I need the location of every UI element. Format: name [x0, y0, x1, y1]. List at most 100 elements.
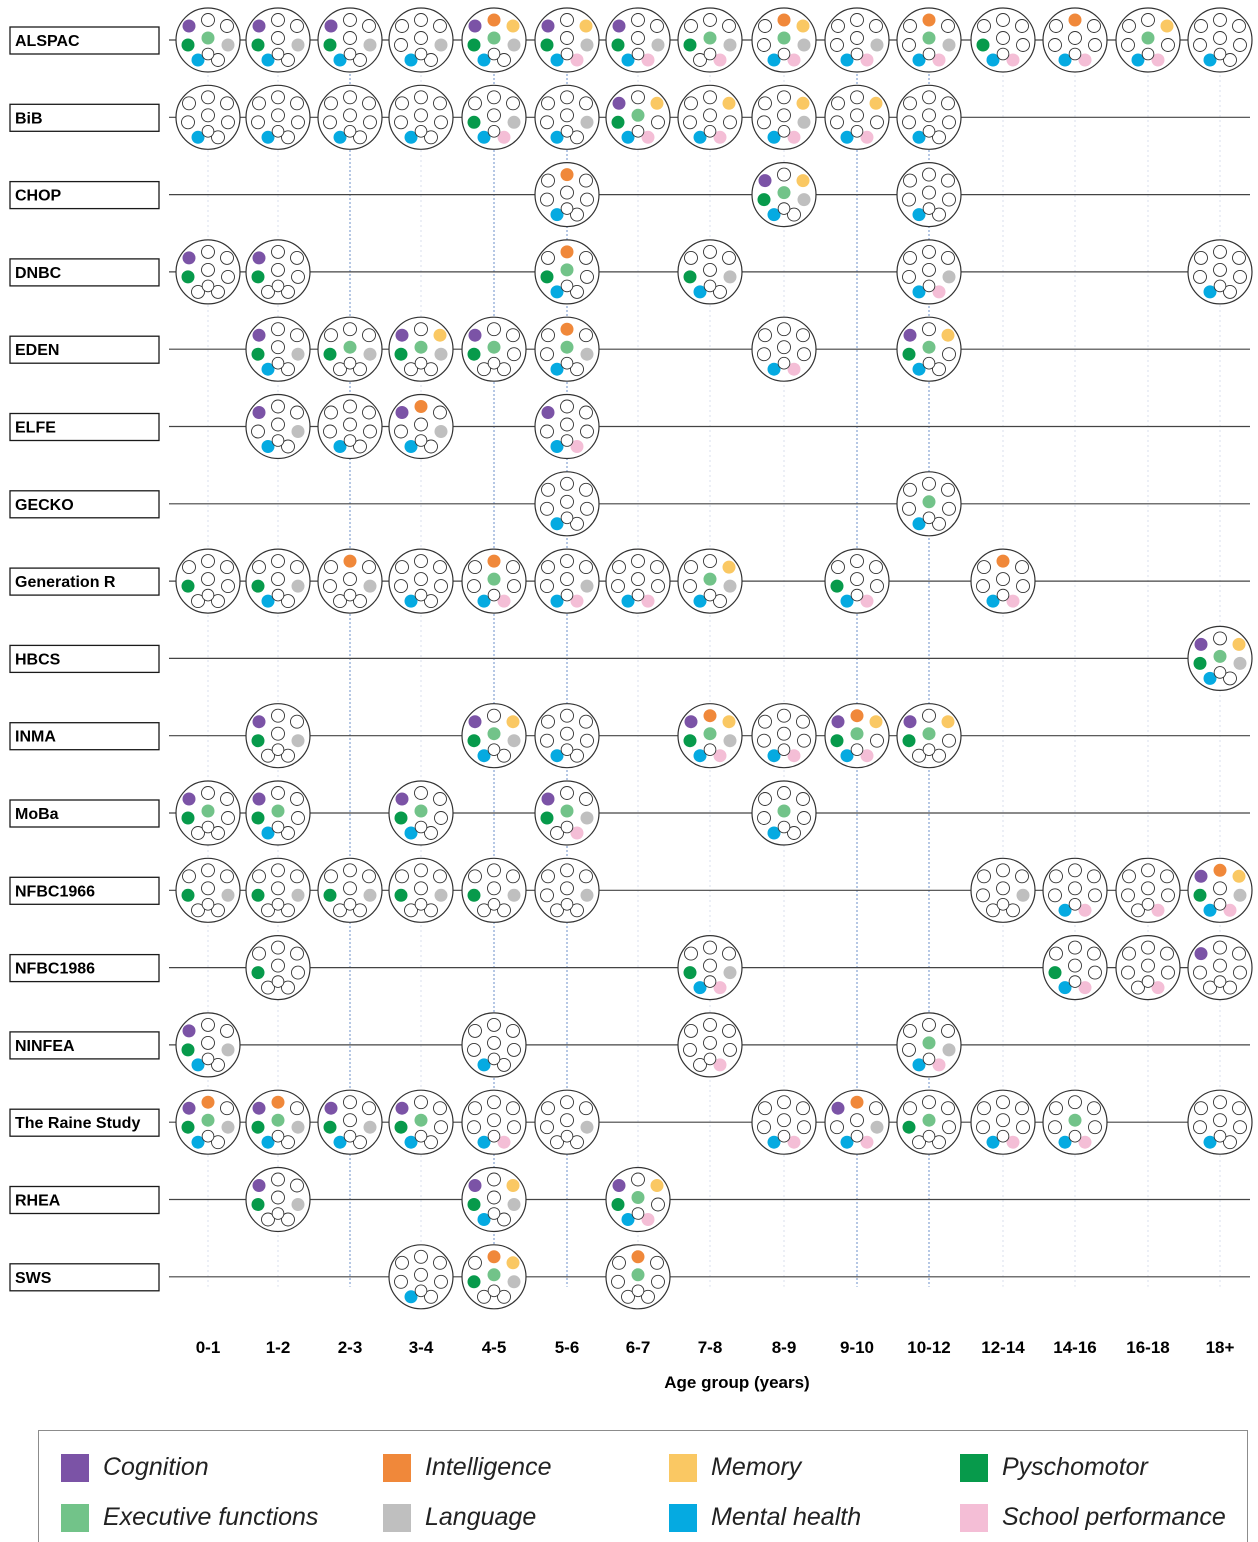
empty-dot-sch	[932, 207, 946, 222]
empty-dot-sch	[353, 130, 367, 145]
assessment-node	[175, 1012, 241, 1078]
legend-item-psy: Pyschomotor	[960, 1453, 1148, 1482]
empty-dot-center	[560, 743, 574, 757]
empty-dot-cog	[252, 560, 266, 575]
empty-dot-lan	[723, 115, 737, 130]
empty-dot-lan	[942, 501, 956, 516]
domain-dot-mem	[1232, 637, 1246, 651]
empty-dot-mem	[1015, 869, 1029, 884]
domain-dot-exe	[201, 804, 215, 818]
empty-dot-cog	[758, 714, 772, 729]
empty-dot-int	[414, 1095, 428, 1110]
assessment-node	[534, 548, 600, 614]
empty-dot-cog	[1122, 869, 1136, 884]
domain-dot-lan	[723, 38, 737, 52]
assessment-node	[605, 7, 671, 73]
empty-dot-center	[343, 898, 357, 911]
empty-dot-exe	[1213, 958, 1227, 973]
domain-dot-men	[1058, 981, 1072, 995]
domain-dot-exe	[777, 804, 791, 818]
empty-dot-sch	[932, 1135, 946, 1150]
domain-dot-lan	[221, 888, 235, 902]
domain-dot-lan	[434, 888, 448, 902]
empty-dot-center	[343, 47, 357, 61]
assessment-node	[245, 239, 311, 305]
empty-dot-mem	[650, 19, 664, 33]
empty-dot-men	[693, 53, 707, 67]
empty-dot-cog	[324, 328, 338, 343]
empty-dot-lan	[797, 811, 811, 825]
assessment-node	[245, 857, 311, 923]
empty-dot-mem	[1015, 1101, 1029, 1116]
empty-dot-psy	[902, 38, 916, 52]
empty-dot-mem	[579, 328, 593, 343]
empty-dot-mem	[290, 19, 304, 33]
cohort-label-box	[9, 567, 160, 596]
cohort-label: ELFE	[15, 420, 56, 437]
domain-dot-sch	[497, 1135, 511, 1149]
assessment-node	[1042, 857, 1108, 923]
assessment-node	[896, 84, 962, 150]
empty-dot-center	[487, 743, 501, 757]
assessment-node	[896, 471, 962, 537]
empty-dot-mem	[362, 869, 376, 884]
empty-dot-int	[777, 322, 791, 337]
empty-dot-cog	[395, 19, 409, 33]
domain-dot-psy	[683, 734, 697, 748]
empty-dot-int	[487, 1017, 501, 1032]
empty-dot-sch	[1223, 53, 1237, 67]
domain-dot-men	[333, 130, 347, 144]
empty-dot-sch	[497, 1289, 511, 1304]
empty-dot-mem	[290, 96, 304, 111]
domain-dot-cog	[541, 792, 555, 806]
empty-dot-exe	[996, 881, 1010, 896]
domain-dot-psy	[251, 966, 265, 980]
domain-dot-cog	[468, 19, 482, 33]
empty-dot-cog	[977, 19, 991, 33]
domain-dot-men	[261, 440, 275, 453]
empty-dot-int	[703, 13, 717, 27]
empty-dot-psy	[323, 424, 337, 439]
empty-dot-exe	[487, 1190, 501, 1205]
empty-dot-exe	[560, 1113, 574, 1128]
empty-dot-center	[271, 47, 285, 61]
empty-dot-center	[487, 125, 501, 138]
empty-dot-mem	[433, 96, 447, 111]
empty-dot-mem	[220, 1101, 234, 1116]
empty-dot-sch	[787, 207, 801, 222]
empty-dot-int	[414, 786, 428, 800]
empty-dot-int	[414, 863, 428, 878]
cohort-label: NFBC1986	[15, 961, 95, 978]
legend-item-men: Mental health	[669, 1503, 861, 1532]
domain-dot-sch	[860, 594, 874, 608]
domain-dot-int	[850, 1095, 864, 1109]
empty-dot-sch	[281, 284, 295, 299]
domain-dot-psy	[394, 888, 408, 902]
empty-dot-exe	[343, 108, 357, 123]
domain-dot-exe	[922, 1113, 936, 1127]
domain-dot-psy	[976, 38, 990, 52]
empty-dot-exe	[271, 1190, 285, 1205]
empty-dot-men	[621, 1289, 635, 1304]
assessment-node	[896, 239, 962, 305]
domain-dot-men	[191, 53, 205, 67]
domain-dot-psy	[467, 38, 481, 52]
empty-dot-int	[271, 708, 285, 723]
empty-dot-center	[1141, 975, 1155, 988]
empty-dot-mem	[796, 1101, 810, 1116]
empty-dot-center	[922, 743, 936, 757]
domain-dot-lan	[507, 734, 521, 748]
empty-dot-psy	[1121, 965, 1135, 980]
empty-dot-exe	[850, 108, 864, 123]
empty-dot-center	[1068, 898, 1082, 911]
empty-dot-mem	[1160, 946, 1174, 961]
empty-dot-men	[333, 594, 347, 609]
empty-dot-int	[703, 244, 717, 259]
empty-dot-lan	[291, 811, 305, 825]
empty-dot-psy	[394, 38, 408, 52]
empty-dot-center	[201, 1052, 215, 1066]
empty-dot-mem	[579, 96, 593, 111]
empty-dot-int	[560, 13, 574, 27]
empty-dot-sch	[497, 748, 511, 763]
domain-dot-lan	[942, 270, 956, 284]
